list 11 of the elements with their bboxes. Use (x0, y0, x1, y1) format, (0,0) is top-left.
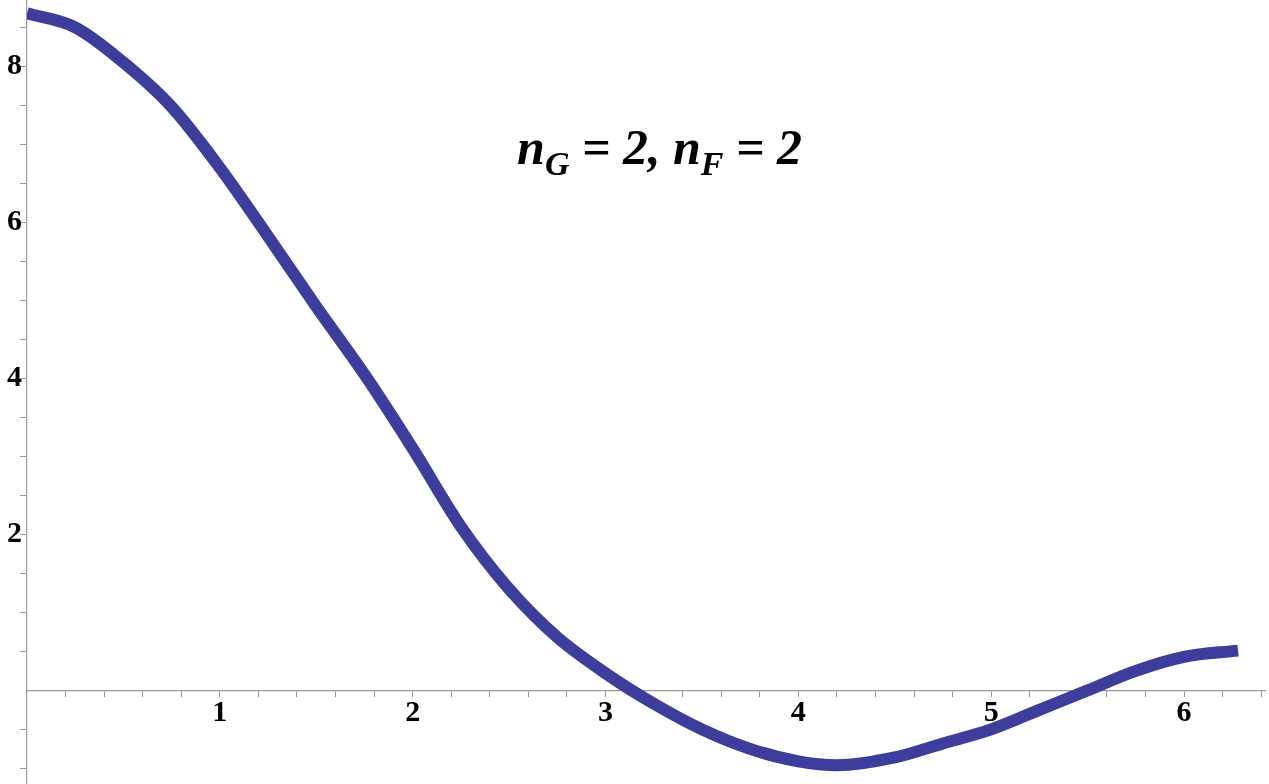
y-tick-label: 8 (7, 47, 22, 81)
y-tick-label: 2 (7, 515, 22, 549)
y-tick-label: 4 (7, 359, 22, 393)
y-tick-label: 6 (7, 203, 22, 237)
x-tick-label: 1 (212, 694, 228, 728)
x-tick-label: 3 (598, 694, 613, 728)
text: n$_{G}$ = 2, n$_{F}$ = 2 (516, 118, 803, 183)
x-tick-label: 5 (983, 694, 999, 728)
x-tick-label: 6 (1176, 694, 1192, 728)
x-tick-label: 2 (405, 694, 421, 728)
x-tick-label: 4 (790, 694, 806, 728)
